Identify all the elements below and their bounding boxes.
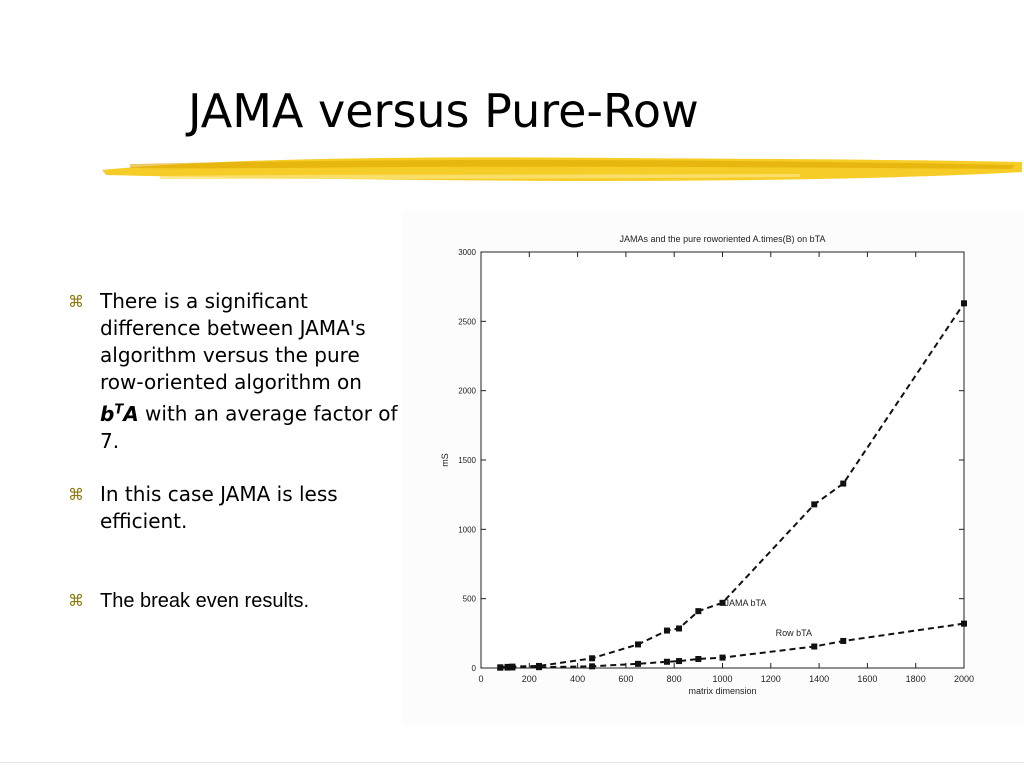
- data-point: [676, 658, 683, 665]
- data-point: [961, 620, 967, 627]
- y-tick-label: 500: [463, 595, 477, 604]
- title-underline-brushstroke: [102, 157, 1022, 181]
- x-tick-label: 2000: [954, 674, 974, 684]
- x-tick-label: 600: [618, 674, 633, 684]
- y-tick-label: 2000: [458, 387, 476, 396]
- footer-divider: [0, 762, 1024, 763]
- y-tick-label: 1000: [458, 525, 476, 534]
- series-label-jama: JAMA bTA: [725, 598, 767, 608]
- y-tick-label: 1500: [458, 456, 476, 465]
- chart-panel: JAMAs and the pure roworiented A.times(B…: [402, 212, 1024, 724]
- plot-frame: [480, 251, 965, 669]
- data-point: [676, 625, 683, 632]
- data-point: [695, 655, 702, 662]
- x-tick-label: 1800: [906, 674, 926, 684]
- x-tick-label: 1000: [712, 674, 732, 684]
- y-axis-label: mS: [440, 453, 450, 467]
- data-point: [504, 664, 511, 671]
- x-axis-label: matrix dimension: [688, 686, 756, 696]
- command-key-icon: ⌘: [68, 292, 84, 311]
- data-point: [535, 664, 542, 671]
- data-point: [589, 655, 596, 662]
- data-point: [719, 654, 726, 661]
- chart-title: JAMAs and the pure roworiented A.times(B…: [620, 234, 826, 244]
- bullet-item: ⌘ The break even results.: [66, 587, 406, 615]
- command-key-icon: ⌘: [68, 590, 84, 610]
- command-key-icon: ⌘: [68, 484, 84, 504]
- bullet-text: In this case JAMA is less efficient.: [100, 481, 338, 533]
- x-tick-label: 1200: [761, 674, 781, 684]
- bullet-text: There is a significant difference betwee…: [100, 289, 398, 453]
- bullet-item: ⌘ In this case JAMA is less efficient.: [66, 481, 406, 535]
- line-chart: JAMAs and the pure roworiented A.times(B…: [440, 234, 974, 696]
- data-point: [719, 599, 726, 606]
- data-point: [509, 664, 516, 671]
- x-tick-label: 1600: [857, 674, 877, 684]
- data-point: [961, 300, 967, 307]
- data-point: [497, 664, 504, 671]
- x-tick-label: 1400: [809, 674, 829, 684]
- series-label-row: Row bTA: [776, 628, 812, 638]
- y-tick-label: 3000: [458, 248, 476, 257]
- bullet-list: ⌘ There is a significant difference betw…: [66, 288, 406, 615]
- data-point: [811, 643, 818, 650]
- math-expression: bTA: [100, 401, 139, 426]
- x-tick-label: 400: [570, 674, 585, 684]
- data-point: [811, 501, 818, 508]
- data-point: [634, 660, 641, 667]
- data-point: [695, 608, 702, 615]
- y-tick-label: 0: [472, 664, 477, 673]
- y-tick-label: 2500: [458, 317, 476, 326]
- data-point: [840, 637, 847, 644]
- data-point: [634, 641, 641, 648]
- x-tick-label: 200: [522, 674, 537, 684]
- data-point: [589, 663, 596, 670]
- bullet-item: ⌘ There is a significant difference betw…: [66, 288, 406, 455]
- data-point: [840, 480, 847, 487]
- x-tick-label: 0: [478, 674, 483, 684]
- slide-title: JAMA versus Pure-Row: [188, 84, 699, 138]
- data-point: [663, 627, 670, 634]
- data-point: [663, 658, 670, 665]
- x-tick-label: 800: [667, 674, 682, 684]
- bullet-text: The break even results.: [100, 589, 309, 612]
